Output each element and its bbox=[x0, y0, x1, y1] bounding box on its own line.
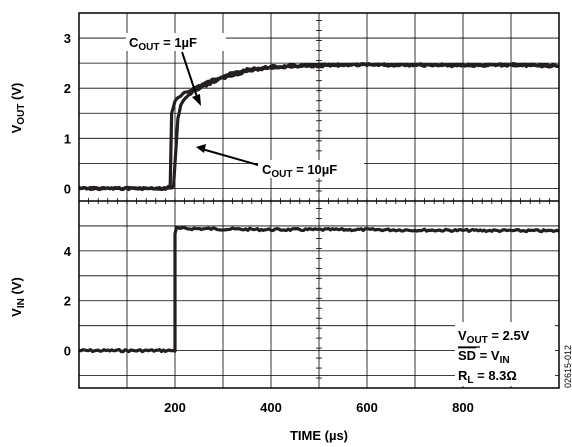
plot-frame bbox=[78, 12, 560, 389]
series-line-vin bbox=[78, 225, 560, 354]
tick-labels: 0 1 2 3 0 2 4 200 400 600 800 bbox=[64, 31, 474, 415]
condition-rl: RL = 8.3Ω bbox=[458, 368, 517, 386]
annotation-cout-1uf: COUT = 1µF bbox=[129, 35, 197, 53]
x-tick-label: 400 bbox=[260, 400, 282, 415]
y-tick-label: 4 bbox=[64, 244, 72, 259]
arrowhead-cout-1uf bbox=[192, 94, 201, 106]
annotation-bg bbox=[258, 160, 364, 178]
y-axis-title-vout: VOUT (V) bbox=[9, 83, 27, 134]
y-tick-label: 2 bbox=[64, 294, 71, 309]
x-tick-label: 200 bbox=[164, 400, 186, 415]
arrowhead-cout-10uf bbox=[196, 144, 206, 153]
y-tick-label: 0 bbox=[64, 344, 71, 359]
x-tick-label: 800 bbox=[452, 400, 474, 415]
arrow-cout-1uf bbox=[181, 51, 199, 101]
conditions-bg bbox=[455, 322, 555, 386]
y-tick-label: 2 bbox=[64, 81, 71, 96]
y-tick-label: 0 bbox=[64, 181, 71, 196]
x-tick-label: 600 bbox=[356, 400, 378, 415]
arrow-cout-10uf bbox=[201, 148, 259, 166]
annotation-cout-10uf: COUT = 10µF bbox=[262, 162, 337, 180]
condition-sd: SD = VIN bbox=[458, 348, 510, 366]
y-axis-title-vin: VIN (V) bbox=[9, 277, 27, 317]
x-axis-title: TIME (µs) bbox=[290, 428, 348, 443]
figure-id: 02615-012 bbox=[563, 345, 572, 388]
condition-vout: VOUT = 2.5V bbox=[458, 328, 530, 346]
annotation-bg bbox=[126, 33, 226, 51]
series-line-cout-10-f bbox=[78, 62, 560, 192]
traces bbox=[78, 62, 560, 354]
y-tick-label: 1 bbox=[64, 131, 71, 146]
y-tick-label: 3 bbox=[64, 31, 71, 46]
